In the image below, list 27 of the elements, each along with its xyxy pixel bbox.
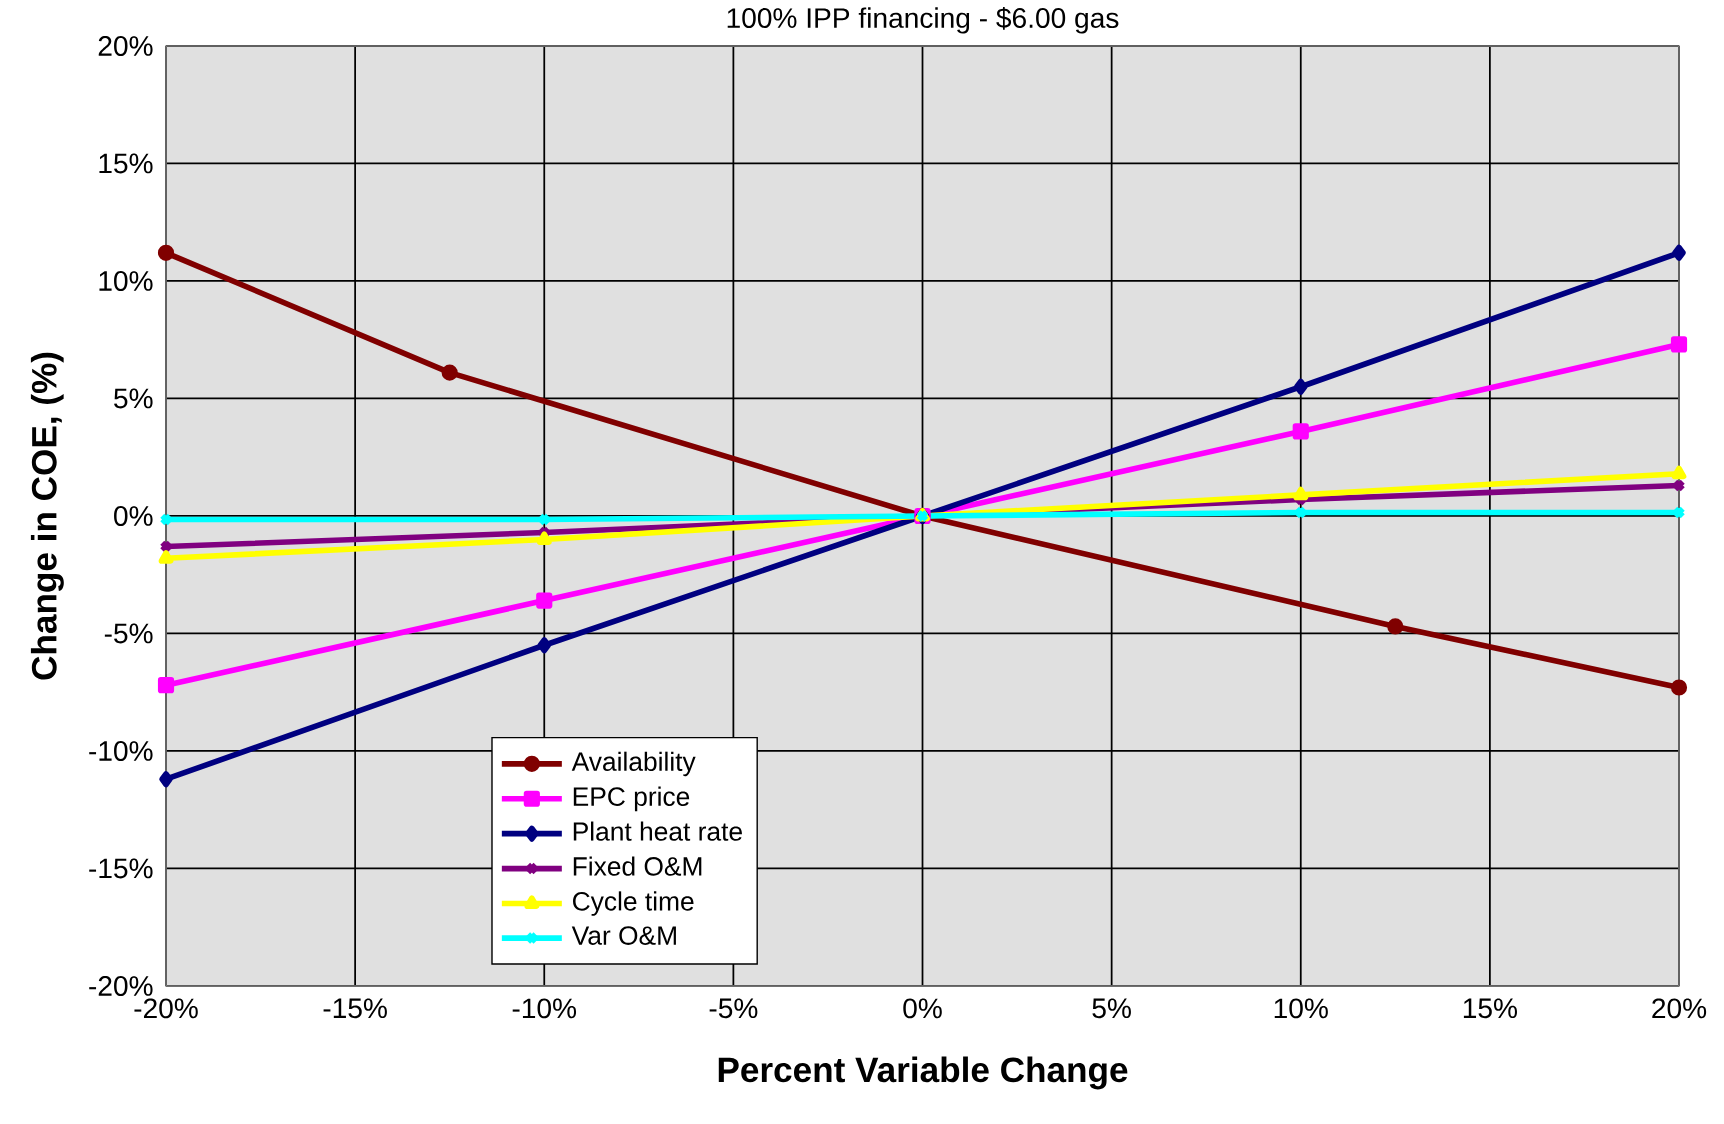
y-axis-title: Change in COE, (%) bbox=[30, 352, 64, 680]
x-tick-label: -15% bbox=[323, 998, 387, 1019]
y-tick-label: -15% bbox=[89, 858, 153, 879]
x-tick-label: -5% bbox=[709, 998, 758, 1019]
x-tick-label: 10% bbox=[1274, 998, 1328, 1019]
legend-label: Plant heat rate bbox=[573, 821, 742, 841]
y-tick-label: 10% bbox=[99, 271, 153, 291]
x-tick-label: 20% bbox=[1652, 998, 1707, 1019]
legend-label: EPC price bbox=[573, 786, 690, 812]
y-tick-label: -10% bbox=[89, 741, 153, 761]
legend-label: Fixed O&M bbox=[573, 856, 702, 876]
x-tick-label: 5% bbox=[1092, 998, 1131, 1019]
x-tick-label: -10% bbox=[512, 998, 577, 1019]
chart-title: 100% IPP financing - $6.00 gas bbox=[727, 6, 1119, 34]
y-tick-label: 20% bbox=[98, 36, 153, 56]
y-tick-label: -5% bbox=[104, 623, 153, 644]
legend-label: Cycle time bbox=[573, 891, 694, 916]
y-tick-label: 5% bbox=[114, 388, 153, 409]
y-tick-label: 15% bbox=[99, 153, 153, 174]
x-tick-label: 15% bbox=[1463, 998, 1517, 1019]
y-tick-label: 0% bbox=[114, 506, 153, 526]
x-axis-title: Percent Variable Change bbox=[718, 1056, 1128, 1090]
x-tick-label: -20% bbox=[134, 998, 198, 1019]
x-tick-label: 0% bbox=[903, 998, 942, 1019]
legend-label: Var O&M bbox=[571, 926, 676, 945]
y-tick-label: -20% bbox=[89, 976, 153, 996]
legend-label: Availability bbox=[571, 751, 696, 777]
